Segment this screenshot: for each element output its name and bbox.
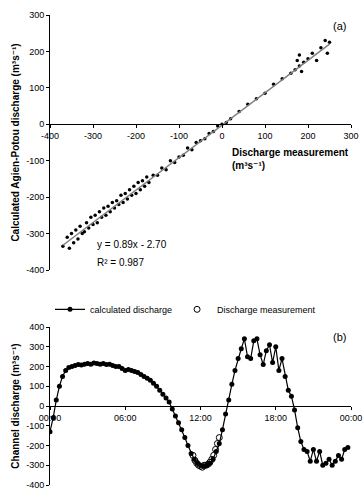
svg-text:(a): (a) <box>333 20 346 32</box>
svg-text:200: 200 <box>29 47 44 57</box>
svg-text:100: 100 <box>257 131 272 141</box>
svg-text:Channel discharge (m³s⁻¹): Channel discharge (m³s⁻¹) <box>10 343 21 468</box>
svg-text:300: 300 <box>29 342 44 352</box>
svg-text:400: 400 <box>29 322 44 332</box>
svg-text:300: 300 <box>29 10 44 20</box>
svg-text:-100: -100 <box>26 156 44 166</box>
svg-text:0: 0 <box>219 131 224 141</box>
svg-text:300: 300 <box>343 131 358 141</box>
svg-text:-400: -400 <box>26 265 44 275</box>
svg-text:100: 100 <box>29 83 44 93</box>
svg-text:200: 200 <box>300 131 315 141</box>
svg-text:(b): (b) <box>333 331 346 343</box>
svg-text:-200: -200 <box>127 131 145 141</box>
svg-text:calculated discharge: calculated discharge <box>90 305 172 315</box>
svg-text:-200: -200 <box>26 441 44 451</box>
svg-text:-300: -300 <box>84 131 102 141</box>
svg-text:-300: -300 <box>26 460 44 470</box>
svg-text:-400: -400 <box>41 131 59 141</box>
svg-text:00:00: 00:00 <box>39 413 62 423</box>
svg-text:100: 100 <box>29 381 44 391</box>
svg-text:-100: -100 <box>170 131 188 141</box>
svg-text:200: 200 <box>29 362 44 372</box>
svg-text:Discharge measurement(m³s⁻¹): Discharge measurement(m³s⁻¹) <box>232 147 349 171</box>
svg-text:-100: -100 <box>26 421 44 431</box>
svg-text:Discharge measurement: Discharge measurement <box>217 305 316 315</box>
svg-text:00:00: 00:00 <box>340 413 363 423</box>
svg-text:-200: -200 <box>26 192 44 202</box>
svg-text:0: 0 <box>39 401 44 411</box>
svg-text:-300: -300 <box>26 229 44 239</box>
svg-text:12:00: 12:00 <box>189 413 212 423</box>
svg-text:18:00: 18:00 <box>264 413 287 423</box>
svg-text:-400: -400 <box>26 480 44 490</box>
svg-text:R² = 0.987: R² = 0.987 <box>97 257 144 268</box>
svg-text:0: 0 <box>39 119 44 129</box>
svg-text:Calculated Agien-Potou dischar: Calculated Agien-Potou discharge (m³s⁻¹) <box>10 43 21 241</box>
svg-text:y = 0.89x - 2.70: y = 0.89x - 2.70 <box>97 239 167 250</box>
svg-text:06:00: 06:00 <box>114 413 137 423</box>
